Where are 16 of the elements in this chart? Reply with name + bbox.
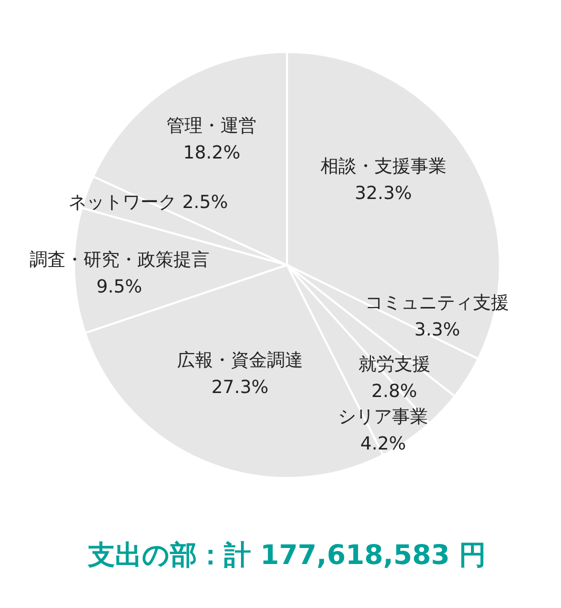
data-label: 32.3% (354, 183, 412, 204)
data-label: 4.2% (360, 434, 406, 455)
data-label: 18.2% (183, 142, 240, 164)
slice-label: 広報・資金調達 (176, 350, 303, 371)
text: 支出の部：計 177,618,583 円 (86, 540, 486, 571)
slice-label: 調査・研究・政策提言 (29, 250, 210, 271)
slice-label: 相談・支援事業 (320, 156, 446, 178)
slice-label: コミュニティ支援 (365, 292, 510, 314)
slice-label: ネットワーク 2.5% (68, 192, 228, 214)
data-label: 3.3% (414, 320, 460, 341)
slice-label: シリア事業 (338, 406, 428, 428)
data-label: 27.3% (211, 376, 269, 398)
slice-label: 就労支援 (358, 354, 430, 375)
slice-label: 管理・運営 (166, 115, 257, 136)
data-label: 2.8% (371, 380, 418, 402)
data-label: 9.5% (96, 276, 142, 298)
